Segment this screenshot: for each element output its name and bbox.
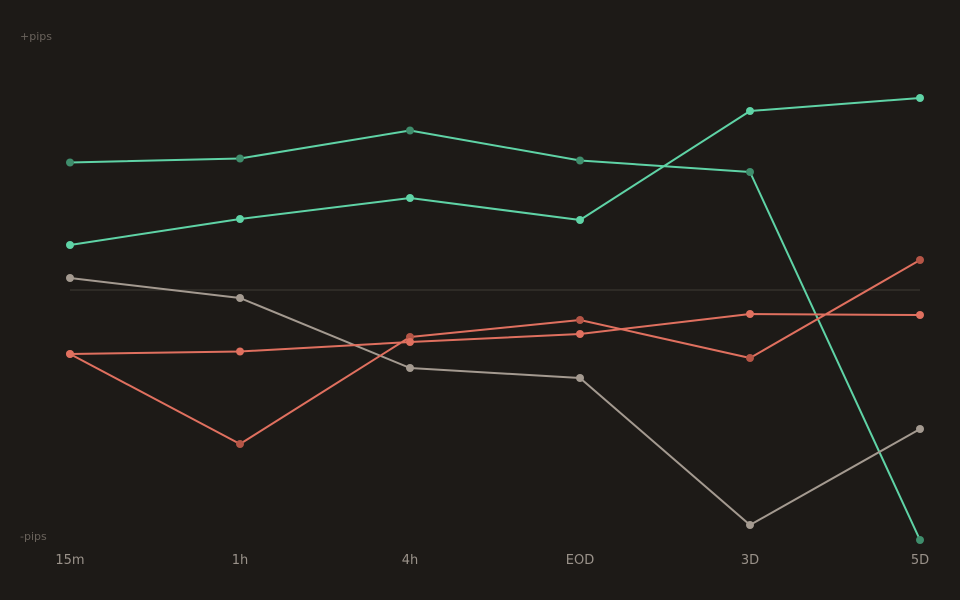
series-line — [69, 313, 921, 355]
data-point — [66, 350, 74, 358]
data-point — [406, 126, 414, 135]
series-3 — [66, 274, 924, 529]
data-point — [916, 425, 924, 433]
data-point — [576, 316, 584, 324]
data-point — [916, 256, 924, 264]
x-tick-label: 4h — [402, 553, 419, 568]
series-line — [69, 97, 921, 246]
series-4 — [66, 256, 924, 448]
data-point — [916, 94, 924, 102]
series-line — [69, 129, 921, 541]
data-point — [236, 347, 244, 356]
data-point — [66, 241, 74, 249]
x-tick-label: 5D — [911, 553, 929, 568]
x-tick-label: 15m — [55, 553, 84, 568]
x-tick-label: EOD — [566, 553, 594, 568]
y-bottom-label: -pips — [20, 530, 47, 543]
series-line — [69, 259, 921, 445]
series-line — [69, 277, 921, 526]
data-point — [576, 374, 584, 382]
data-point — [236, 294, 244, 302]
data-point — [66, 274, 74, 282]
data-point — [916, 536, 924, 544]
series-5 — [66, 310, 924, 358]
x-tick-label: 3D — [741, 553, 759, 568]
series-2 — [66, 94, 924, 249]
x-tick-label: 1h — [232, 553, 249, 568]
data-point — [746, 168, 754, 176]
series-1 — [66, 126, 924, 544]
data-point — [576, 216, 584, 224]
series-layer — [66, 94, 924, 544]
data-point — [746, 354, 754, 362]
x-tick-labels: 15m 1h 4h EOD 3D 5D — [55, 553, 929, 568]
data-point — [236, 440, 244, 448]
data-point — [406, 338, 414, 346]
data-point — [916, 311, 924, 319]
data-point — [236, 215, 244, 223]
data-point — [406, 364, 414, 372]
data-point — [576, 330, 584, 338]
data-point — [236, 154, 244, 163]
data-point — [746, 310, 754, 318]
y-top-label: +pips — [20, 30, 52, 43]
data-point — [746, 107, 754, 115]
data-point — [66, 158, 74, 167]
data-point — [576, 156, 584, 165]
data-point — [746, 521, 754, 529]
data-point — [406, 194, 414, 202]
